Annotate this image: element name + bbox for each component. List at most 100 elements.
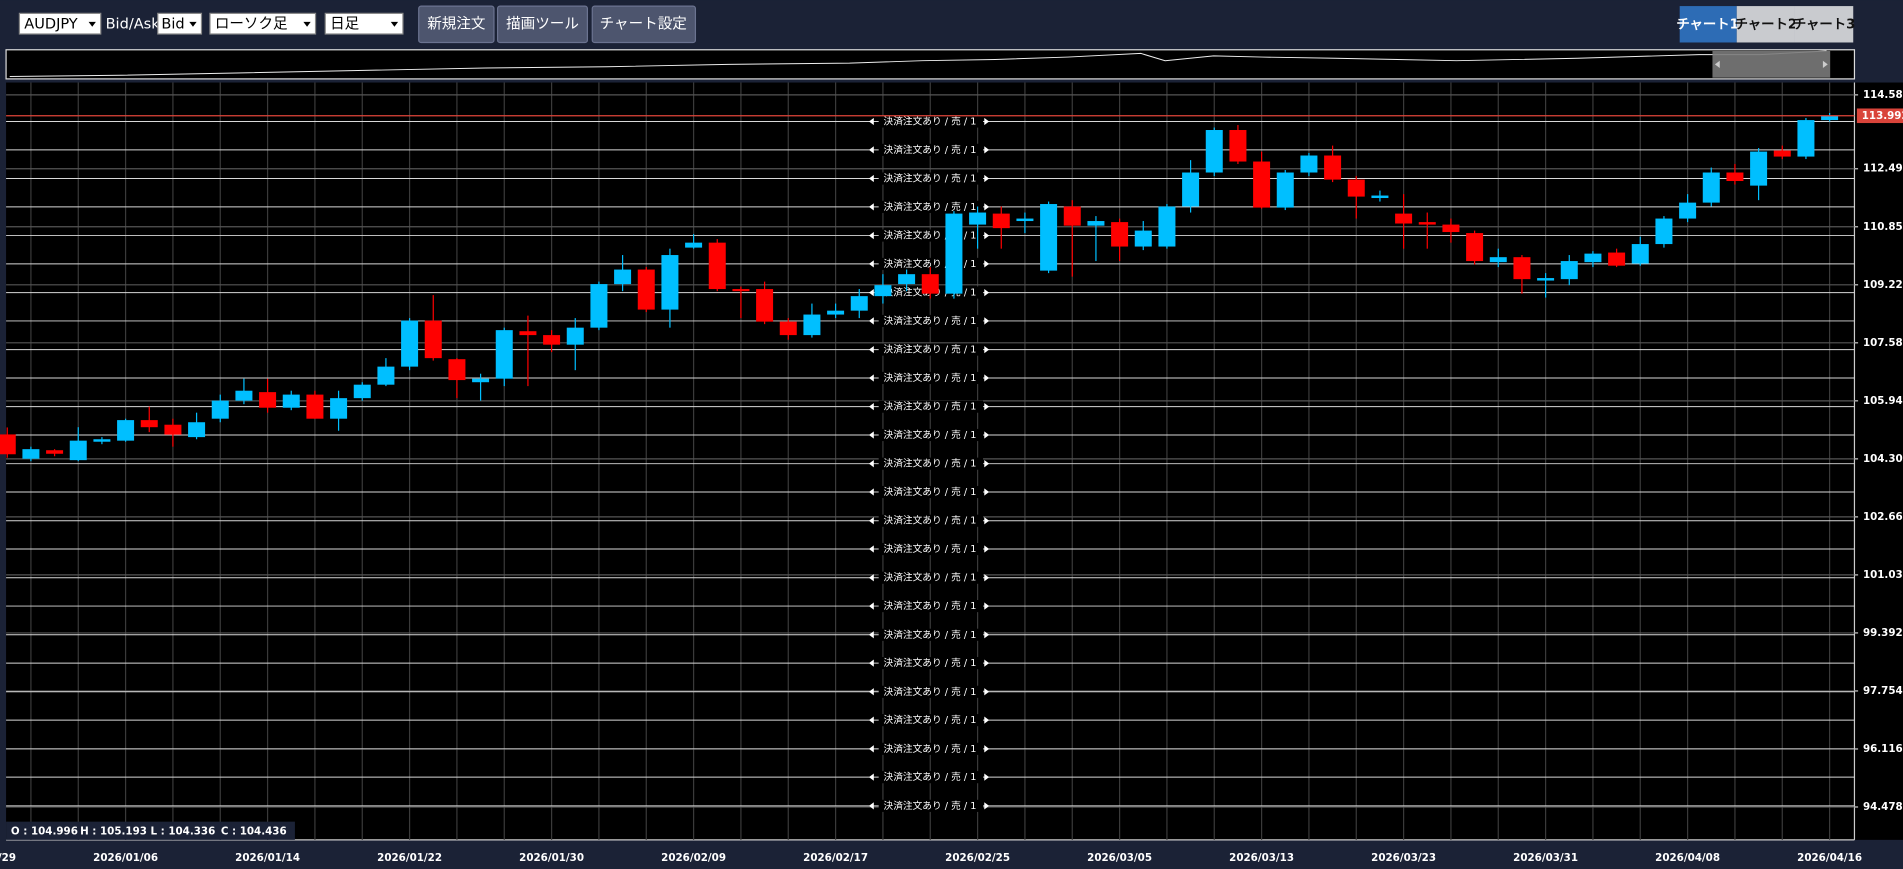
candle-body — [0, 434, 16, 455]
candle-body — [424, 320, 442, 359]
candle-body — [1608, 252, 1626, 266]
order-label: 決済注文あり / 売 / 1 — [884, 200, 977, 213]
button-label[interactable]: 新規注文 — [427, 15, 486, 32]
order-label: 決済注文あり / 売 / 1 — [884, 400, 977, 413]
candle-body — [756, 289, 774, 322]
order-label-bg — [878, 143, 984, 156]
x-tick-label: 2026/04/08 — [1655, 852, 1720, 864]
symbol[interactable]: AUDJPY — [24, 15, 78, 32]
order-label: 決済注文あり / 売 / 1 — [884, 428, 977, 441]
order-arrow-left — [868, 345, 874, 354]
candle-body — [779, 321, 797, 336]
tab-label[interactable]: チャート3 — [1793, 16, 1856, 32]
candle-body — [874, 285, 892, 297]
order-label-bg — [878, 742, 984, 755]
x-tick-label: 2026/02/17 — [803, 852, 868, 864]
readout-close: C : 104.436 — [221, 825, 287, 837]
tab[interactable] — [1794, 6, 1854, 43]
y-tick-label: 102.668 — [1863, 511, 1903, 523]
button-label[interactable]: 描画ツール — [506, 15, 579, 32]
order-arrow-left — [868, 745, 874, 753]
order-label-bg — [878, 400, 984, 413]
button-label[interactable]: チャート設定 — [600, 15, 687, 32]
candle-body — [1797, 120, 1815, 157]
candle-body — [1182, 172, 1200, 207]
candle-body — [850, 296, 868, 311]
order-arrow-right — [984, 659, 990, 667]
candle-body — [1679, 202, 1697, 219]
x-tick-label: 2026/01/30 — [519, 852, 584, 864]
x-tick-label: 2026/02/25 — [945, 852, 1010, 864]
order-arrow-left — [868, 773, 874, 781]
candle-body — [969, 212, 987, 225]
new-order-button[interactable] — [418, 5, 495, 44]
order-arrow-right — [984, 403, 990, 411]
symbol-select[interactable] — [18, 12, 102, 35]
candle-body — [282, 394, 300, 408]
candle-body — [140, 420, 158, 428]
thumb-arrow[interactable] — [1714, 60, 1720, 68]
candle-body — [921, 274, 939, 294]
candle-body — [1300, 155, 1318, 173]
chart-style-select[interactable] — [209, 12, 317, 35]
tab[interactable] — [1736, 6, 1795, 43]
y-tick-label: 104.306 — [1863, 453, 1903, 465]
chart-style[interactable]: ローソク足 — [215, 15, 288, 32]
order-arrow-right — [984, 460, 990, 468]
order-label-bg — [878, 685, 984, 698]
readout-box — [6, 821, 295, 840]
candle-body — [590, 284, 608, 328]
tab-active[interactable] — [1679, 6, 1737, 43]
candle-body — [1513, 257, 1531, 280]
price-side[interactable]: Bid — [161, 15, 184, 32]
order-arrow-right — [984, 374, 990, 382]
y-tick-label: 105.944 — [1863, 395, 1903, 407]
x-tick-label: 2026/03/05 — [1087, 852, 1152, 864]
order-arrow-right — [984, 231, 990, 240]
drawing-tools-button[interactable] — [496, 5, 589, 44]
order-label: 決済注文あり / 売 / 1 — [884, 314, 977, 327]
order-label-bg — [878, 771, 984, 784]
candle-body — [732, 289, 750, 292]
order-arrow-left — [868, 659, 874, 667]
order-label-bg — [878, 200, 984, 213]
navigator — [5, 49, 1856, 80]
order-arrow-left — [868, 716, 874, 724]
chart-settings-button[interactable] — [591, 5, 697, 44]
candle-body — [1726, 172, 1744, 182]
order-label-bg — [878, 343, 984, 356]
order-arrow-right — [984, 545, 990, 553]
candle-body — [1205, 130, 1223, 173]
tab-label[interactable]: チャート2 — [1735, 16, 1798, 32]
axes: 2025/12/29 2026/01/06 2026/01/14 2026/01/22… — [0, 89, 1903, 864]
candle-body — [1584, 253, 1602, 263]
order-label-bg — [878, 514, 984, 527]
order-label: 決済注文あり / 売 / 1 — [884, 628, 977, 641]
readout-high: H : 105.193 — [80, 825, 147, 837]
tab-label[interactable]: チャート1 — [1676, 16, 1739, 32]
candle-body — [188, 422, 206, 438]
candle-body — [1655, 218, 1673, 245]
timeframe[interactable]: 日足 — [330, 15, 360, 32]
candle-body — [235, 390, 253, 401]
navigator-line — [9, 50, 1827, 77]
order-label: 決済注文あり / 売 / 1 — [884, 485, 977, 498]
price-side-select[interactable] — [157, 12, 203, 35]
candle-body — [1111, 222, 1129, 247]
navigator-thumb[interactable] — [1712, 50, 1831, 78]
candle-body — [685, 242, 703, 248]
order-label: 決済注文あり / 売 / 1 — [884, 799, 977, 812]
candle-body — [945, 213, 963, 294]
candle-body — [211, 400, 229, 419]
thumb-arrow[interactable] — [1822, 60, 1828, 68]
current-price-label: 113.992 — [1862, 110, 1903, 122]
candle-body — [69, 440, 87, 461]
candle-body — [1229, 130, 1247, 162]
candle-body — [827, 310, 845, 315]
y-axis-area — [1854, 82, 1903, 840]
order-arrow-left — [868, 460, 874, 468]
order-arrow-left — [868, 203, 874, 211]
candle-body — [117, 420, 135, 441]
candle-body — [1063, 206, 1081, 226]
timeframe-select[interactable] — [324, 12, 404, 35]
